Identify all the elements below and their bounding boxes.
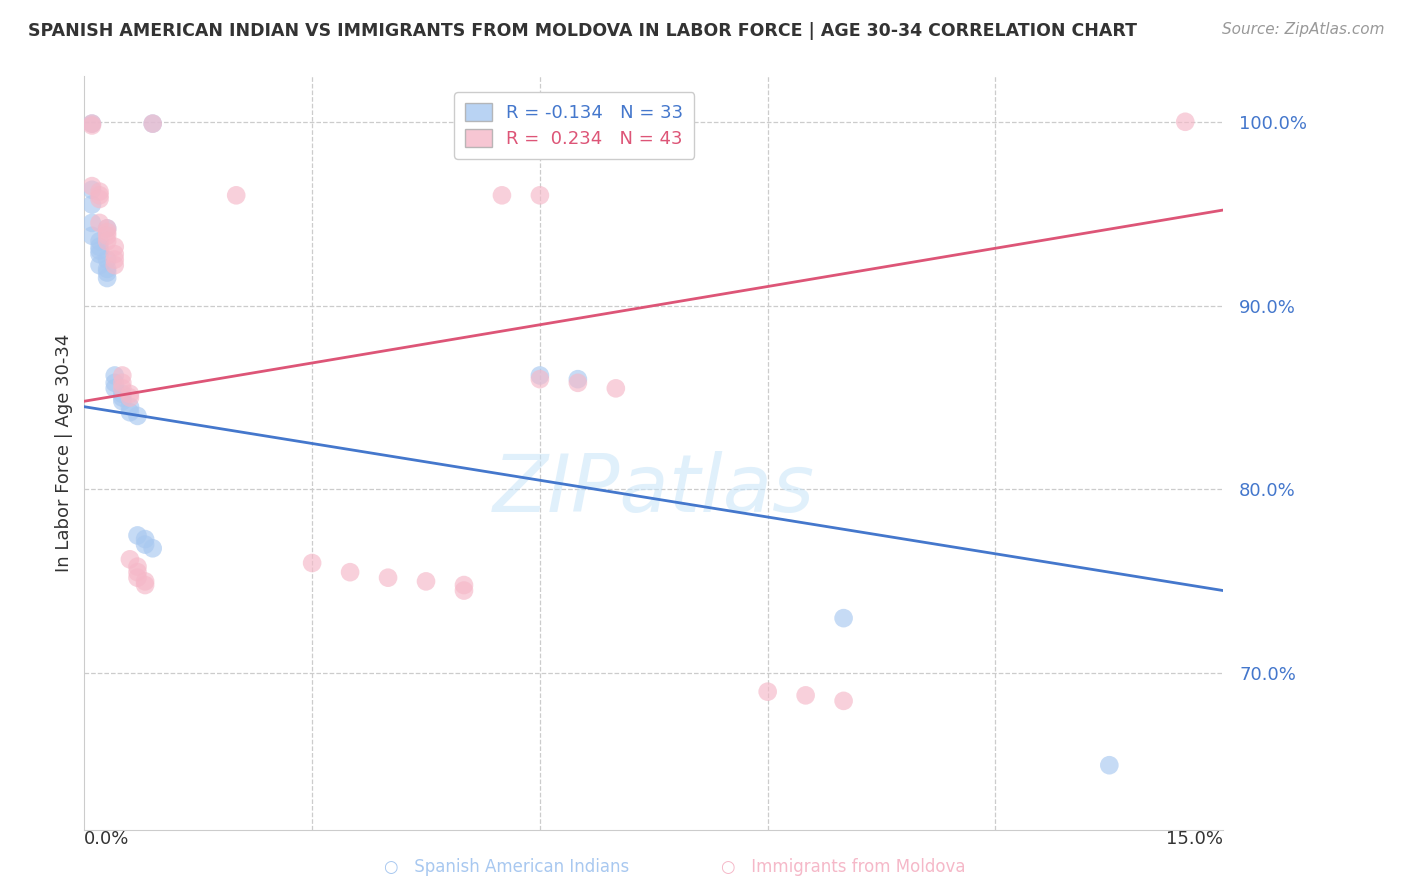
Point xyxy=(104,381,127,395)
Point xyxy=(111,391,134,405)
Point xyxy=(111,387,134,401)
Point xyxy=(567,376,589,390)
Text: ○   Immigrants from Moldova: ○ Immigrants from Moldova xyxy=(721,858,966,876)
Point xyxy=(80,197,103,211)
Point xyxy=(339,565,361,579)
Point xyxy=(377,571,399,585)
Point xyxy=(80,228,103,243)
Point xyxy=(529,372,551,386)
Point xyxy=(96,271,118,285)
Point xyxy=(89,247,111,261)
Point xyxy=(96,221,118,235)
Point xyxy=(80,117,103,131)
Point xyxy=(96,266,118,280)
Point xyxy=(104,247,127,261)
Point xyxy=(491,188,513,202)
Point xyxy=(567,372,589,386)
Point xyxy=(80,117,103,131)
Text: 0.0%: 0.0% xyxy=(84,830,129,847)
Point xyxy=(89,192,111,206)
Point xyxy=(89,216,111,230)
Point xyxy=(794,689,817,703)
Point xyxy=(111,376,134,390)
Point xyxy=(127,528,149,542)
Point xyxy=(89,240,111,254)
Point xyxy=(89,244,111,258)
Point xyxy=(118,391,141,405)
Point xyxy=(118,387,141,401)
Point xyxy=(80,119,103,133)
Point xyxy=(1174,115,1197,129)
Point xyxy=(134,574,156,589)
Point xyxy=(529,368,551,383)
Point xyxy=(80,183,103,197)
Point xyxy=(832,611,855,625)
Point xyxy=(225,188,247,202)
Point xyxy=(134,578,156,592)
Point xyxy=(96,252,118,267)
Point xyxy=(453,578,475,592)
Y-axis label: In Labor Force | Age 30-34: In Labor Force | Age 30-34 xyxy=(55,334,73,572)
Point xyxy=(756,684,779,698)
Point xyxy=(80,216,103,230)
Point xyxy=(80,179,103,194)
Point xyxy=(142,117,165,131)
Point xyxy=(127,571,149,585)
Point xyxy=(111,394,134,409)
Point xyxy=(96,234,118,248)
Text: ZIPatlas: ZIPatlas xyxy=(492,451,815,529)
Point xyxy=(111,381,134,395)
Point xyxy=(89,234,111,248)
Point xyxy=(142,117,165,131)
Point xyxy=(134,538,156,552)
Point xyxy=(529,188,551,202)
Point xyxy=(96,228,118,243)
Text: 15.0%: 15.0% xyxy=(1166,830,1223,847)
Point xyxy=(415,574,437,589)
Point xyxy=(96,225,118,239)
Point xyxy=(89,258,111,272)
Point xyxy=(134,532,156,546)
Point xyxy=(104,376,127,390)
Point xyxy=(142,541,165,556)
Point xyxy=(89,188,111,202)
Point xyxy=(453,583,475,598)
Point xyxy=(118,400,141,414)
Point xyxy=(104,258,127,272)
Point xyxy=(96,261,118,276)
Point xyxy=(301,556,323,570)
Point xyxy=(111,368,134,383)
Point xyxy=(1098,758,1121,772)
Point xyxy=(104,252,127,267)
Point xyxy=(127,559,149,574)
Point xyxy=(127,409,149,423)
Point xyxy=(118,552,141,566)
Point xyxy=(104,368,127,383)
Point xyxy=(605,381,627,395)
Text: Source: ZipAtlas.com: Source: ZipAtlas.com xyxy=(1222,22,1385,37)
Point xyxy=(96,221,118,235)
Point xyxy=(127,565,149,579)
Point xyxy=(832,694,855,708)
Text: ○   Spanish American Indians: ○ Spanish American Indians xyxy=(384,858,628,876)
Point xyxy=(89,185,111,199)
Text: SPANISH AMERICAN INDIAN VS IMMIGRANTS FROM MOLDOVA IN LABOR FORCE | AGE 30-34 CO: SPANISH AMERICAN INDIAN VS IMMIGRANTS FR… xyxy=(28,22,1137,40)
Legend: R = -0.134   N = 33, R =  0.234   N = 43: R = -0.134 N = 33, R = 0.234 N = 43 xyxy=(454,93,695,159)
Point xyxy=(104,240,127,254)
Point xyxy=(118,405,141,419)
